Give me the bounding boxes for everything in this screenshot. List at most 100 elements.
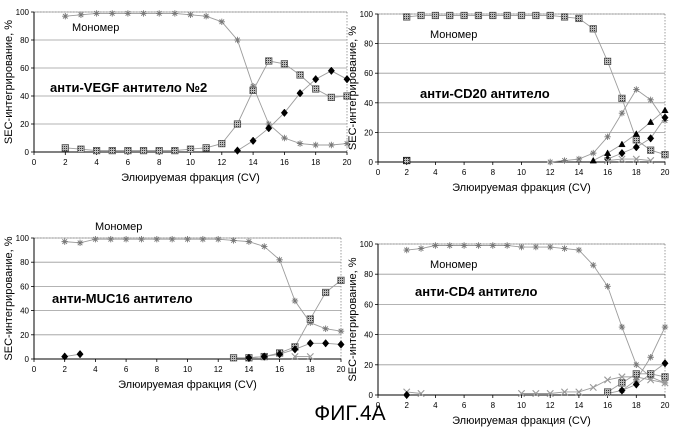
- data-point: [619, 95, 625, 101]
- data-point: [504, 12, 510, 18]
- y-tick-label: 40: [20, 92, 29, 101]
- data-point: [328, 142, 334, 148]
- x-axis-label: Элюируемая фракция (CV): [121, 172, 260, 184]
- data-point: [633, 371, 639, 377]
- data-point: [547, 244, 553, 250]
- data-point: [447, 12, 453, 18]
- x-axis-label: Элюируемая фракция (CV): [452, 415, 591, 427]
- data-point: [322, 326, 328, 332]
- data-point: [604, 134, 610, 140]
- x-axis-label: Элюируемая фракция (CV): [118, 379, 257, 391]
- data-point: [619, 324, 625, 330]
- data-point: [647, 147, 653, 153]
- y-tick-label: 60: [364, 69, 373, 78]
- series-line: [407, 392, 421, 394]
- data-point: [576, 15, 582, 21]
- chart-panel-3: 02468101214161820020406080100Элюируемая …: [3, 221, 346, 391]
- data-point: [266, 58, 272, 64]
- data-point: [604, 283, 610, 289]
- y-tick-label: 60: [364, 300, 373, 309]
- y-tick-label: 100: [360, 240, 374, 249]
- y-tick-label: 0: [369, 158, 374, 167]
- y-axis-label: SEC-интегрирование, %: [347, 26, 359, 150]
- data-point: [619, 110, 625, 116]
- y-tick-label: 80: [364, 270, 373, 279]
- x-tick-label: 18: [632, 401, 641, 410]
- data-point: [647, 371, 653, 377]
- series-line: [608, 159, 651, 160]
- data-point: [156, 10, 162, 16]
- data-point: [547, 159, 553, 165]
- data-point: [604, 150, 610, 156]
- data-point: [62, 145, 68, 151]
- data-point: [662, 151, 668, 157]
- data-point: [518, 12, 524, 18]
- x-tick-label: 16: [275, 365, 284, 374]
- data-point: [184, 236, 190, 242]
- x-tick-label: 18: [632, 168, 641, 177]
- data-point: [322, 289, 328, 295]
- data-point: [281, 61, 287, 67]
- y-tick-label: 100: [16, 8, 30, 17]
- y-tick-label: 20: [364, 361, 373, 370]
- data-point: [187, 12, 193, 18]
- data-point: [234, 37, 240, 43]
- x-tick-label: 18: [306, 365, 315, 374]
- data-point: [219, 140, 225, 146]
- x-tick-label: 16: [603, 168, 612, 177]
- x-tick-label: 14: [244, 365, 253, 374]
- x-tick-label: 12: [546, 401, 555, 410]
- data-point: [138, 236, 144, 242]
- x-tick-label: 4: [433, 168, 438, 177]
- series-3: [234, 67, 350, 154]
- data-point: [108, 236, 114, 242]
- data-point: [461, 242, 467, 248]
- x-tick-label: 0: [376, 401, 381, 410]
- data-point: [154, 236, 160, 242]
- x-axis-label: Элюируемая фракция (CV): [452, 182, 591, 194]
- data-point: [418, 245, 424, 251]
- data-point: [561, 157, 567, 163]
- data-point: [219, 19, 225, 25]
- data-point: [590, 262, 596, 268]
- data-point: [604, 58, 610, 64]
- data-point: [604, 377, 610, 383]
- data-point: [261, 243, 267, 249]
- y-tick-label: 60: [20, 282, 29, 291]
- x-tick-label: 4: [94, 158, 99, 167]
- data-point: [93, 10, 99, 16]
- x-tick-label: 0: [32, 158, 37, 167]
- data-point: [490, 242, 496, 248]
- data-point: [313, 75, 319, 83]
- x-tick-label: 16: [280, 158, 289, 167]
- data-point: [125, 147, 131, 153]
- y-tick-label: 60: [20, 64, 29, 73]
- data-point: [404, 14, 410, 20]
- data-point: [633, 143, 639, 151]
- x-tick-label: 20: [343, 158, 352, 167]
- data-point: [432, 242, 438, 248]
- monomer-annotation: Мономер: [72, 22, 119, 34]
- data-point: [619, 149, 625, 157]
- data-point: [297, 140, 303, 146]
- y-tick-label: 40: [364, 99, 373, 108]
- data-point: [662, 374, 668, 380]
- x-tick-label: 6: [462, 401, 467, 410]
- data-point: [533, 244, 539, 250]
- x-tick-label: 8: [157, 158, 162, 167]
- x-tick-label: 10: [186, 158, 195, 167]
- data-point: [78, 12, 84, 18]
- series-2: [62, 58, 350, 154]
- data-point: [547, 12, 553, 18]
- x-tick-label: 0: [376, 168, 381, 177]
- data-point: [576, 156, 582, 162]
- data-point: [78, 146, 84, 152]
- chart-title: анти-CD20 антитело: [420, 86, 550, 101]
- data-point: [619, 380, 625, 386]
- data-point: [590, 384, 596, 390]
- data-point: [234, 121, 240, 127]
- data-point: [187, 146, 193, 152]
- x-tick-label: 8: [491, 401, 496, 410]
- series-3: [590, 107, 668, 163]
- chart-panel-1: 02468101214161820020406080100Элюируемая …: [3, 8, 352, 184]
